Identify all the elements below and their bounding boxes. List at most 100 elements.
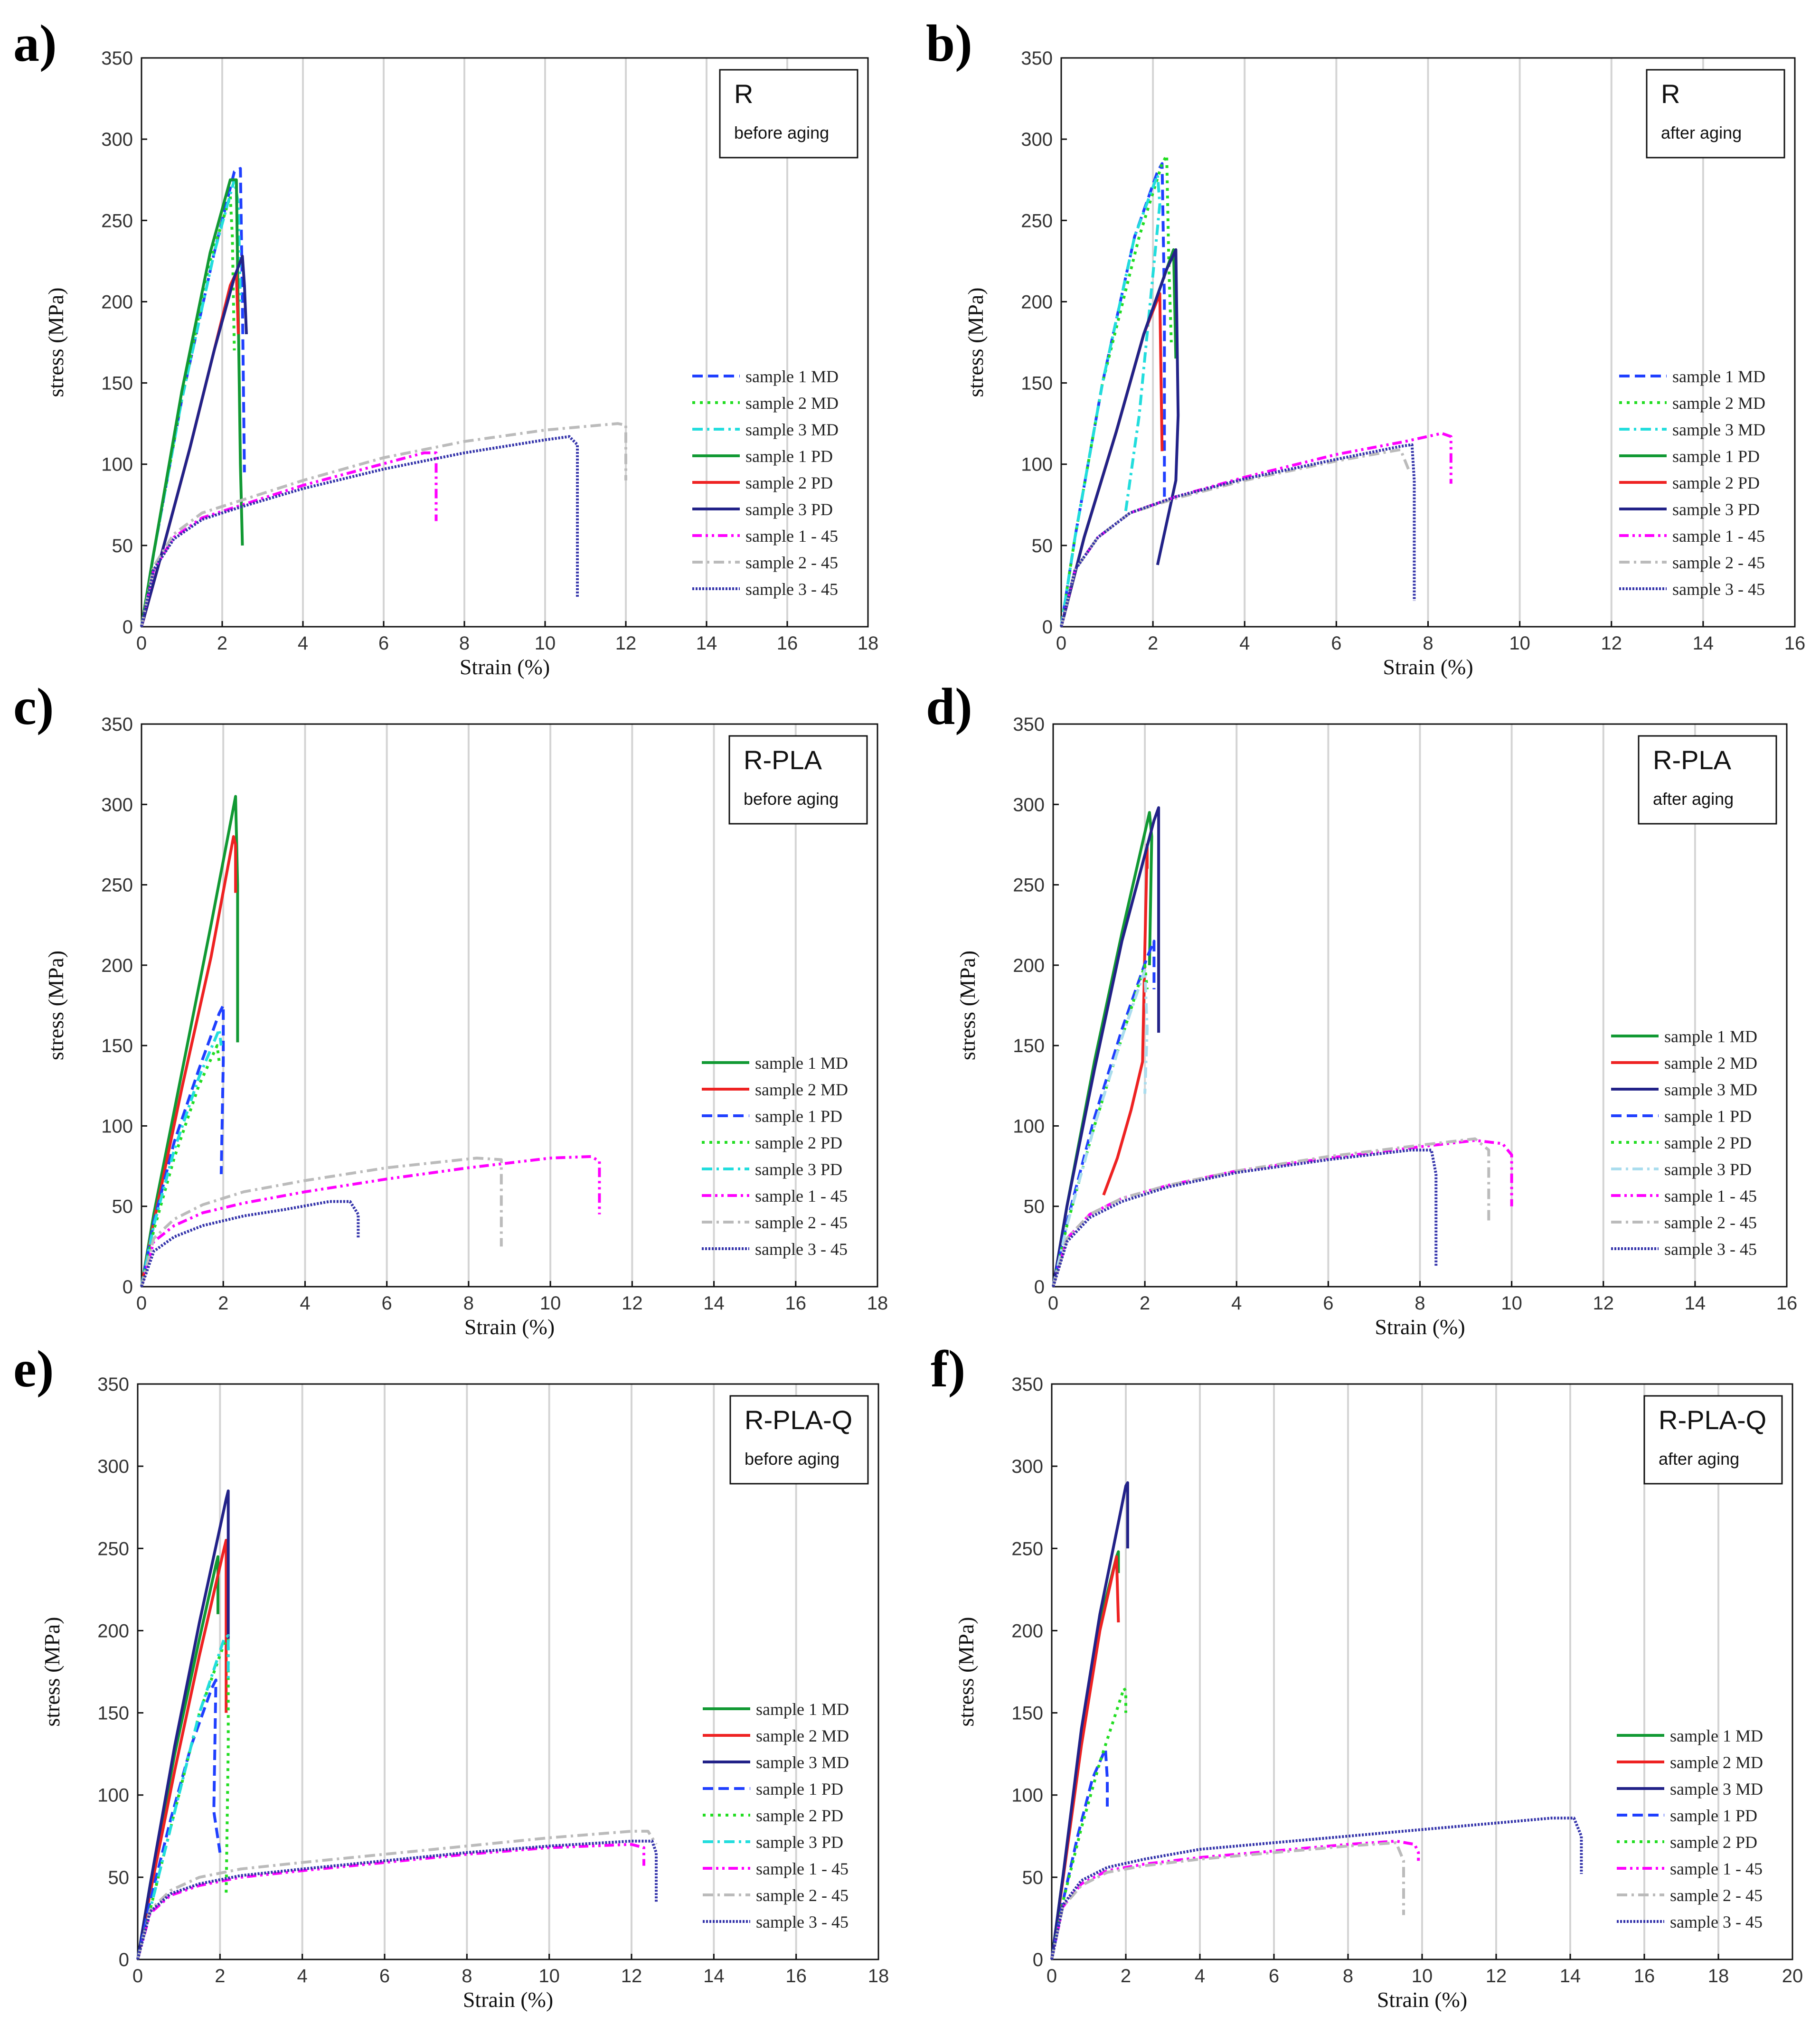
x-tick-label: 20	[1782, 1966, 1803, 1987]
series-line-1	[140, 795, 239, 1287]
y-tick-label: 0	[123, 1277, 133, 1298]
y-axis-label: stress (MPa)	[963, 287, 988, 397]
panel-label: e)	[13, 1340, 54, 1398]
y-tick-label: 200	[1021, 292, 1053, 312]
y-tick-label: 200	[1011, 1620, 1043, 1641]
box-subtitle: after aging	[1661, 123, 1742, 142]
legend-entry: sample 2 MD	[755, 1080, 848, 1099]
box-title: R	[1661, 79, 1680, 109]
series-line-7	[140, 1157, 503, 1287]
series-line-4	[1052, 940, 1156, 1287]
x-tick-label: 8	[1343, 1966, 1353, 1987]
x-tick-label: 18	[867, 1293, 888, 1314]
panel-b: b) 0 2 4 6 8 10 12 14 16 0 50 100 150 200 250 300 350 Stra…	[926, 14, 1805, 679]
y-tick-label: 350	[1013, 714, 1045, 735]
x-tick-label: 6	[1269, 1966, 1279, 1987]
title-box: R-PLA-Q before aging	[729, 1395, 869, 1485]
legend-entry: sample 2 MD	[745, 394, 839, 413]
legend-entry: sample 1 - 45	[755, 1186, 848, 1205]
legend-entry: sample 3 MD	[1670, 1780, 1763, 1799]
y-tick-label: 350	[101, 48, 133, 69]
y-tick-label: 50	[112, 536, 133, 556]
title-box-frame	[1638, 735, 1777, 825]
legend-entry: sample 2 - 45	[1670, 1886, 1763, 1905]
x-tick-label: 16	[1784, 633, 1806, 654]
y-tick-label: 300	[1011, 1456, 1043, 1477]
x-tick-label: 4	[297, 1966, 308, 1987]
legend-entry: sample 3 PD	[1664, 1160, 1752, 1179]
legend-entry: sample 1 MD	[1670, 1726, 1763, 1745]
x-tick-label: 12	[621, 1966, 642, 1987]
series-line-3	[1052, 806, 1160, 1287]
legend-entry: sample 3 MD	[1672, 420, 1765, 439]
y-tick-label: 50	[112, 1196, 133, 1217]
y-tick-label: 200	[101, 955, 133, 976]
box-title: R-PLA-Q	[1659, 1405, 1766, 1435]
legend-entry: sample 1 - 45	[1664, 1186, 1757, 1205]
series-line-8	[140, 422, 627, 627]
y-tick-label: 300	[101, 794, 133, 815]
x-axis-label: Strain (%)	[463, 1987, 553, 2012]
x-tick-label: 10	[535, 633, 556, 654]
x-axis-label: Strain (%)	[1375, 1315, 1465, 1339]
legend: sample 1 MD sample 2 MD sample 3 MD sample …	[703, 1700, 849, 1931]
series-line-8	[1060, 448, 1411, 627]
box-subtitle: before aging	[744, 789, 839, 809]
panel-f: f)0 2 4 6 8 10 12 14 16 18 20050100150200250300350…	[931, 1340, 1803, 2012]
x-tick-label: 6	[378, 633, 389, 654]
legend-entry: sample 1 - 45	[1672, 527, 1765, 546]
x-tick-label: 10	[1412, 1966, 1433, 1987]
y-axis-label: stress (MPa)	[44, 951, 68, 1060]
y-tick-label: 150	[1011, 1703, 1043, 1724]
legend-entry: sample 3 MD	[756, 1753, 849, 1772]
x-tick-label: 18	[1708, 1966, 1729, 1987]
legend-entry: sample 2 PD	[745, 473, 833, 492]
x-tick-label: 10	[540, 1293, 561, 1314]
x-tick-label: 6	[379, 1966, 390, 1987]
series-line-1	[140, 167, 246, 627]
legend-entry: sample 2 MD	[1670, 1753, 1763, 1772]
legend-entry: sample 2 - 45	[745, 553, 838, 572]
y-tick-label: 50	[108, 1867, 130, 1888]
y-tick-label: 0	[119, 1949, 129, 1970]
box-title: R-PLA	[744, 745, 822, 775]
box-title: R	[734, 79, 753, 109]
legend-entry: sample 1 PD	[1664, 1107, 1752, 1126]
legend-entry: sample 3 MD	[745, 420, 839, 439]
x-axis-label: Strain (%)	[1383, 655, 1473, 679]
y-tick-label: 150	[101, 373, 133, 394]
title-box: R-PLA after aging	[1638, 735, 1777, 825]
x-tick-label: 10	[1501, 1293, 1522, 1314]
y-tick-label: 250	[97, 1538, 129, 1559]
legend-entry: sample 2 MD	[1672, 394, 1765, 413]
legend-entry: sample 2 - 45	[1664, 1213, 1757, 1232]
title-box-frame	[1646, 69, 1785, 159]
x-tick-label: 4	[1231, 1293, 1242, 1314]
x-axis-label: Strain (%)	[464, 1315, 555, 1339]
y-tick-label: 250	[101, 210, 133, 231]
series-line-7	[1050, 1841, 1405, 1960]
y-tick-label: 100	[1021, 454, 1053, 475]
legend: sample 1 MD sample 2 MD sample 3 MD sample …	[1619, 367, 1765, 599]
panel-a: a) 0 2 4 6 8 10 12 14 16 18 0 50 100 150 200 250 300 350 St…	[13, 14, 878, 679]
x-tick-label: 12	[622, 1293, 643, 1314]
title-box-frame	[1643, 1395, 1783, 1485]
legend-entry: sample 1 - 45	[745, 527, 838, 546]
x-tick-label: 0	[136, 633, 147, 654]
x-axis-label: Strain (%)	[460, 655, 550, 679]
x-tick-label: 14	[696, 633, 717, 654]
y-axis-label: stress (MPa)	[44, 287, 68, 397]
x-tick-label: 16	[1776, 1293, 1798, 1314]
y-tick-label: 250	[1013, 875, 1045, 896]
x-tick-label: 0	[132, 1966, 143, 1987]
legend-entry: sample 3 - 45	[1664, 1240, 1757, 1259]
series-line-3	[1050, 1481, 1129, 1960]
x-tick-label: 8	[459, 633, 470, 654]
legend-entry: sample 3 PD	[745, 500, 833, 519]
legend-entry: sample 2 PD	[1672, 473, 1760, 492]
legend-entry: sample 1 MD	[755, 1054, 848, 1073]
x-tick-label: 12	[1601, 633, 1622, 654]
y-tick-label: 200	[101, 292, 133, 312]
legend-entry: sample 3 MD	[1664, 1080, 1757, 1099]
